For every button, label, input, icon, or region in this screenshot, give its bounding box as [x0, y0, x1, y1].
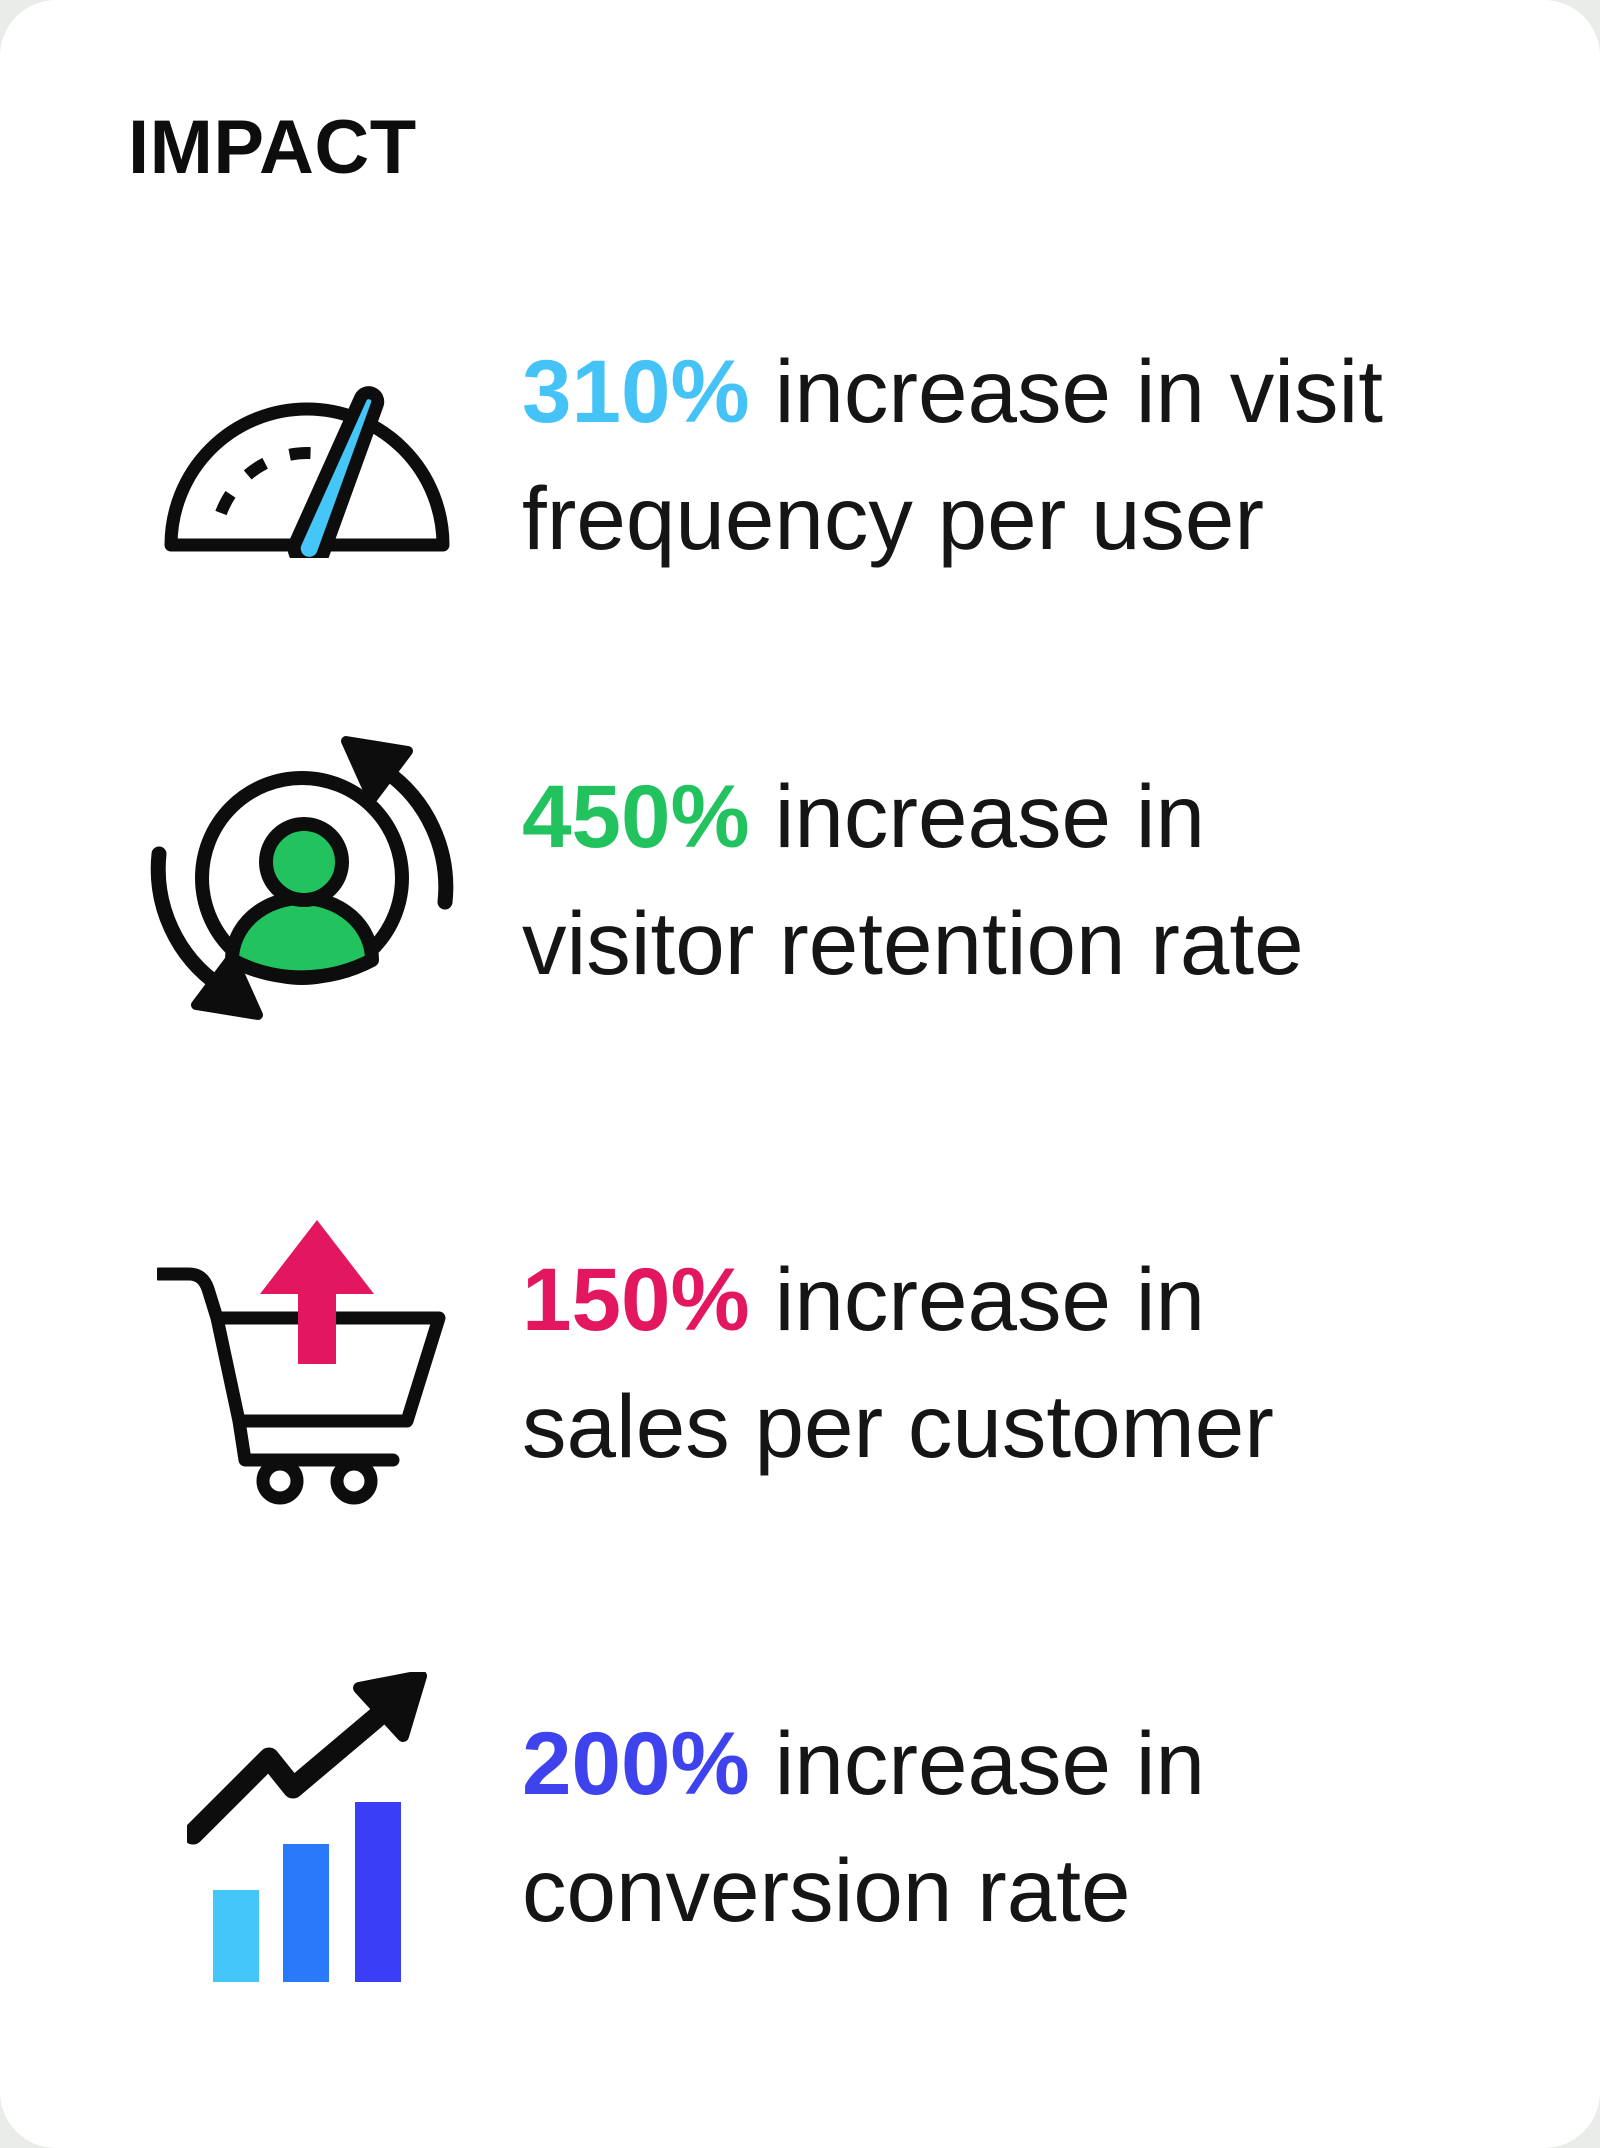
stat-rest: increase in [774, 766, 1206, 866]
stat-line-2: visitor retention rate [522, 893, 1304, 993]
cart-up-arrow-icon [157, 1220, 446, 1505]
stat-row-conversion-rate: 200% increase in conversion rate [112, 1672, 1600, 1982]
stat-rest: increase in [774, 1249, 1206, 1349]
stat-row-visitor-retention: 450% increase in visitor retention rate [112, 720, 1600, 1040]
stat-value: 150% [522, 1249, 750, 1349]
icon-box [112, 353, 502, 558]
icon-box [112, 720, 502, 1040]
stat-line-1: 150% increase in [522, 1236, 1274, 1363]
stat-value: 310% [522, 341, 750, 441]
stat-text: 450% increase in visitor retention rate [522, 753, 1304, 1007]
stat-rest: increase in [774, 1713, 1206, 1813]
icon-box [112, 1218, 502, 1508]
stat-line-2: frequency per user [522, 468, 1265, 568]
growth-chart-icon [187, 1672, 427, 1982]
stat-line-1: 310% increase in visit [522, 328, 1383, 455]
stat-text: 150% increase in sales per customer [522, 1236, 1274, 1490]
stat-text: 310% increase in visit frequency per user [522, 328, 1383, 582]
user-retention-icon [150, 736, 454, 1020]
stat-line-2: conversion rate [522, 1840, 1131, 1940]
stat-line-1: 200% increase in [522, 1700, 1205, 1827]
stat-rest: increase in visit [774, 341, 1384, 441]
stat-line-1: 450% increase in [522, 753, 1304, 880]
icon-box [112, 1672, 502, 1982]
stat-text: 200% increase in conversion rate [522, 1700, 1205, 1954]
stat-row-sales-per-customer: 150% increase in sales per customer [112, 1218, 1600, 1508]
speedometer-icon [164, 385, 450, 558]
stat-value: 450% [522, 766, 750, 866]
stat-row-visit-frequency: 310% increase in visit frequency per user [112, 328, 1600, 582]
stat-line-2: sales per customer [522, 1376, 1274, 1476]
page-title: IMPACT [128, 105, 417, 190]
stat-value: 200% [522, 1713, 750, 1813]
